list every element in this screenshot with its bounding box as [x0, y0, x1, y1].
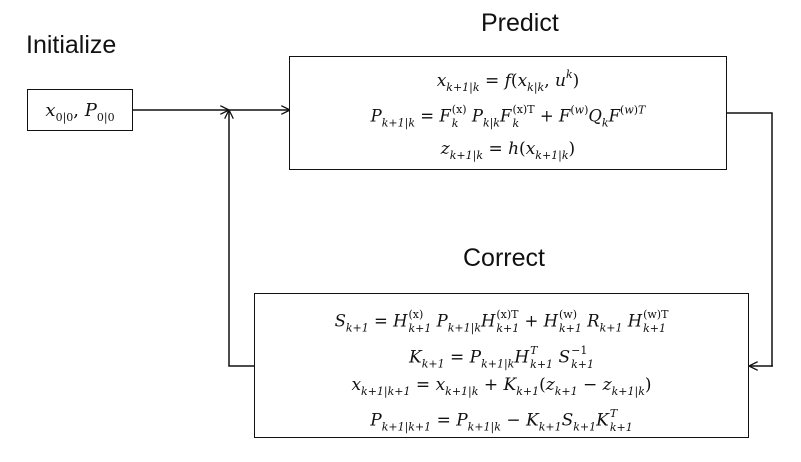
- correct-equation-3: xk+1|k+1 = xk+1|k + Kk+1(zk+1 − zk+1|k): [351, 375, 652, 398]
- predict-label: Predict: [481, 9, 559, 37]
- predict-equation-1: xk+1|k = f(xk|k, uk): [436, 68, 580, 94]
- arrow-predict-to-correct: [727, 112, 773, 367]
- predict-equation-2: Pk+1|k = F (x) k Pk|kF (x)T k + F(w)QkF(w)T: [370, 103, 646, 130]
- predict-equation-3: zk+1|k = h(xk+1|k): [440, 139, 576, 162]
- initialize-label: Initialize: [26, 31, 117, 59]
- correct-box: Sk+1 = H (x) k+1 Pk+1|kH (x)T k+1 + H (w) k+1 …: [254, 293, 749, 438]
- initial-state-text: x0|0, P0|0: [45, 100, 115, 124]
- correct-equation-1: Sk+1 = H (x) k+1 Pk+1|kH (x)T k+1 + H (w) k+1 …: [334, 308, 669, 335]
- correct-label: Correct: [463, 244, 545, 272]
- predict-box: xk+1|k = f(xk|k, uk) Pk+1|k = F (x) k Pk|k…: [289, 56, 727, 170]
- initialize-box: x0|0, P0|0: [27, 89, 133, 131]
- arrow-correct-to-junction: [229, 111, 254, 367]
